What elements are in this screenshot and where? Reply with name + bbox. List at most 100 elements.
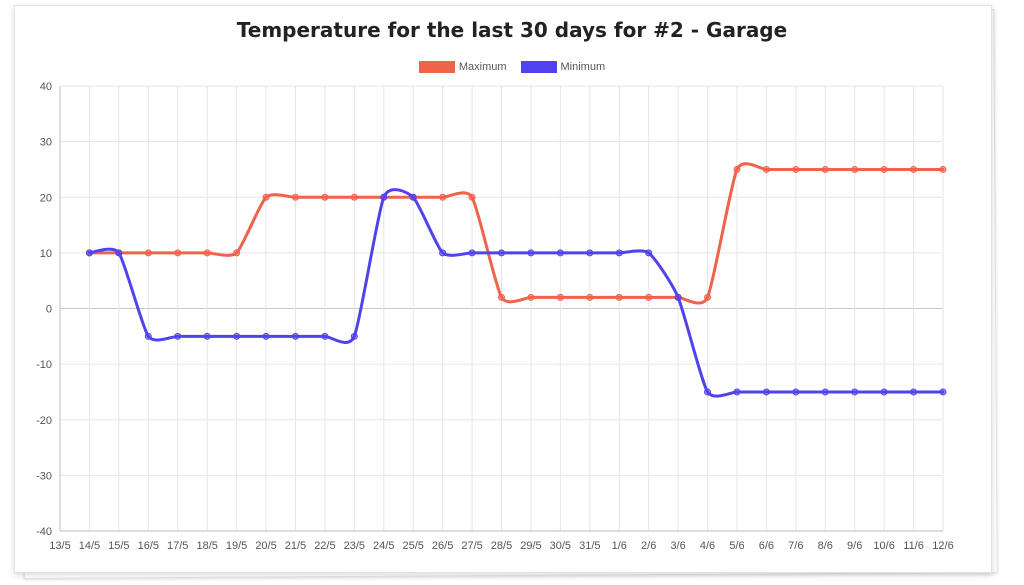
data-point-minimum[interactable] [321, 332, 329, 340]
data-point-maximum[interactable] [174, 249, 182, 257]
legend-swatch-minimum [520, 61, 557, 73]
x-tick-label: 18/5 [196, 540, 217, 552]
x-tick-label: 8/6 [818, 540, 833, 552]
legend-item-maximum[interactable]: Maximum [418, 61, 507, 73]
x-tick-label: 29/5 [520, 540, 541, 552]
data-point-maximum[interactable] [910, 165, 918, 173]
data-point-minimum[interactable] [762, 388, 770, 396]
data-point-minimum[interactable] [350, 332, 358, 340]
y-tick-label: 20 [40, 192, 52, 204]
data-point-maximum[interactable] [262, 193, 270, 201]
data-point-maximum[interactable] [762, 165, 770, 173]
data-point-minimum[interactable] [615, 249, 623, 257]
x-tick-label: 31/5 [579, 540, 600, 552]
data-point-minimum[interactable] [498, 249, 505, 257]
data-point-minimum[interactable] [733, 388, 741, 396]
data-point-minimum[interactable] [203, 332, 211, 340]
data-point-maximum[interactable] [880, 165, 888, 173]
data-point-minimum[interactable] [115, 249, 123, 257]
data-point-maximum[interactable] [321, 193, 329, 201]
data-point-maximum[interactable] [821, 165, 829, 173]
data-point-minimum[interactable] [468, 249, 476, 257]
data-point-minimum[interactable] [939, 388, 947, 396]
x-tick-label: 7/6 [788, 540, 803, 552]
data-point-minimum[interactable] [880, 388, 888, 396]
legend-label-minimum: Minimum [560, 61, 606, 73]
x-tick-label: 17/5 [167, 540, 188, 552]
data-point-maximum[interactable] [556, 293, 564, 301]
y-tick-label: 40 [40, 81, 52, 93]
data-point-minimum[interactable] [85, 249, 93, 257]
x-tick-label: 9/6 [847, 540, 862, 552]
data-point-maximum[interactable] [498, 293, 505, 301]
data-point-maximum[interactable] [851, 165, 859, 173]
legend-swatch-maximum [418, 61, 455, 73]
x-tick-label: 28/5 [491, 540, 512, 552]
data-point-maximum[interactable] [615, 293, 623, 301]
x-tick-label: 13/5 [49, 540, 70, 552]
x-tick-label: 12/6 [932, 540, 953, 552]
x-tick-label: 6/6 [759, 540, 774, 552]
data-point-maximum[interactable] [203, 249, 211, 257]
data-point-maximum[interactable] [939, 165, 947, 173]
y-tick-label: -20 [36, 415, 52, 427]
data-point-minimum[interactable] [439, 249, 447, 257]
data-point-maximum[interactable] [586, 293, 594, 301]
chart-card [14, 5, 992, 573]
series-minimum [85, 188, 947, 398]
y-tick-label: 30 [40, 137, 52, 149]
x-tick-label: 16/5 [138, 540, 159, 552]
legend-label-maximum: Maximum [458, 61, 507, 73]
y-tick-label: -10 [36, 359, 52, 371]
data-point-minimum[interactable] [910, 388, 918, 396]
data-point-maximum[interactable] [468, 193, 476, 201]
y-tick-label: 0 [46, 304, 52, 316]
data-point-minimum[interactable] [586, 249, 594, 257]
series-maximum [85, 162, 947, 305]
data-point-maximum[interactable] [233, 249, 241, 257]
series-line-minimum [87, 188, 945, 398]
data-point-maximum[interactable] [704, 293, 712, 301]
data-point-minimum[interactable] [792, 388, 800, 396]
x-tick-label: 14/5 [79, 540, 100, 552]
chart-title: Temperature for the last 30 days for #2 … [236, 18, 788, 42]
x-tick-label: 19/5 [226, 540, 247, 552]
x-tick-label: 27/5 [461, 540, 482, 552]
data-point-minimum[interactable] [174, 332, 182, 340]
data-point-minimum[interactable] [144, 332, 152, 340]
legend-item-minimum[interactable]: Minimum [520, 61, 606, 73]
data-point-maximum[interactable] [350, 193, 358, 201]
data-point-minimum[interactable] [556, 249, 564, 257]
data-point-minimum[interactable] [380, 193, 388, 201]
data-point-maximum[interactable] [144, 249, 152, 257]
data-point-maximum[interactable] [439, 193, 447, 201]
y-tick-label: -30 [36, 470, 52, 482]
y-tick-label: 10 [40, 248, 52, 260]
data-point-minimum[interactable] [674, 293, 682, 301]
x-tick-label: 20/5 [255, 540, 276, 552]
x-tick-label: 24/5 [373, 540, 394, 552]
x-tick-label: 2/6 [641, 540, 656, 552]
x-tick-label: 5/6 [729, 540, 744, 552]
data-point-maximum[interactable] [733, 165, 741, 173]
data-point-maximum[interactable] [527, 293, 535, 301]
x-tick-label: 30/5 [550, 540, 571, 552]
data-point-maximum[interactable] [645, 293, 653, 301]
data-point-maximum[interactable] [792, 165, 800, 173]
x-tick-label: 22/5 [314, 540, 335, 552]
data-point-minimum[interactable] [262, 332, 270, 340]
data-point-minimum[interactable] [645, 249, 653, 257]
data-point-minimum[interactable] [851, 388, 859, 396]
data-point-minimum[interactable] [233, 332, 241, 340]
data-point-minimum[interactable] [704, 388, 712, 396]
data-point-minimum[interactable] [409, 193, 417, 201]
x-tick-label: 3/6 [670, 540, 685, 552]
data-point-minimum[interactable] [291, 332, 299, 340]
y-tick-label: -40 [36, 526, 52, 538]
x-tick-label: 1/6 [612, 540, 627, 552]
data-point-maximum[interactable] [291, 193, 299, 201]
data-point-minimum[interactable] [527, 249, 535, 257]
data-point-minimum[interactable] [821, 388, 829, 396]
x-tick-label: 10/6 [873, 540, 894, 552]
x-tick-label: 23/5 [344, 540, 365, 552]
